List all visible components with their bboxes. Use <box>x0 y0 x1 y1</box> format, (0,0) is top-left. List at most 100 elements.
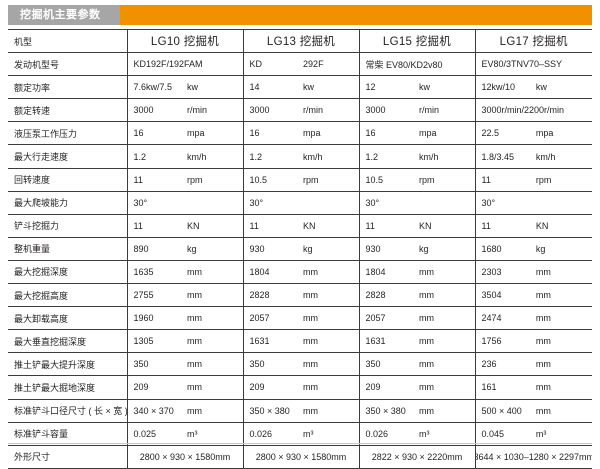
spec-cell-lg13: 0.026 m³ <box>243 422 360 446</box>
spec-value: 3504 <box>481 290 502 301</box>
spec-row-label: 发动机型号 <box>8 52 128 77</box>
table-row: 最大卸载高度 1960 mm 2057 mm 2057 mm 2474 mm <box>8 306 592 331</box>
spec-unit: mpa <box>419 128 437 139</box>
spec-value: 2755 <box>133 290 154 301</box>
spec-cell-lg15: 10.5 rpm <box>359 168 476 192</box>
spec-value: 11 <box>249 220 259 231</box>
spec-value: 12kw/10 <box>481 82 516 93</box>
spec-value: 1804 <box>249 266 270 277</box>
spec-value: 236 <box>481 359 497 370</box>
spec-unit: mm <box>303 336 319 347</box>
spec-unit: kg <box>303 243 313 254</box>
spec-cell-lg15: 209 mm <box>359 375 476 400</box>
spec-cell-lg10: 0.025 m³ <box>127 422 244 446</box>
spec-unit: m³ <box>187 428 198 439</box>
spec-value: 350 <box>365 359 381 370</box>
spec-row-label: 额定转速 <box>8 98 128 123</box>
table-row: 标准铲斗容量 0.025 m³ 0.026 m³ 0.026 m³ 0.045 m³ <box>8 422 592 446</box>
table-row: 发动机型号 KD192F/192FAM KD 292F 常柴 EV80/KD2v80 EV… <box>8 52 592 77</box>
spec-value: 2828 <box>365 290 386 301</box>
spec-cell-lg15: 1.2 km/h <box>359 144 476 169</box>
spec-unit: mm <box>535 382 551 393</box>
spec-value: 2057 <box>249 313 270 324</box>
spec-cell-lg13: 1.2 km/h <box>243 144 360 169</box>
spec-unit: mpa <box>303 128 321 139</box>
page-title-box: 挖掘机主要参数 <box>8 5 120 25</box>
spec-cell-lg10: 30° <box>127 191 244 215</box>
spec-cell-lg13: 16 mpa <box>243 121 360 146</box>
table-row: 外形尺寸 2800 × 930 × 1580mm 2800 × 930 × 1580… <box>8 445 592 469</box>
table-row: 最大爬坡能力 30° 30° 30° 30° <box>8 191 592 215</box>
spec-value: 209 <box>365 382 381 393</box>
spec-unit: km/h <box>303 151 323 162</box>
spec-value: 16 <box>133 128 144 139</box>
spec-cell-lg17: 22.5 mpa <box>475 121 592 146</box>
spec-value: 7.6kw/7.5 <box>133 82 173 93</box>
spec-cell-lg17: 236 mm <box>475 352 592 377</box>
spec-unit: mm <box>419 266 435 277</box>
spec-cell-lg10: 7.6kw/7.5 kw <box>127 75 244 100</box>
spec-cell-lg10: 1960 mm <box>127 306 244 331</box>
spec-value: 11 <box>481 174 491 185</box>
spec-unit: mm <box>187 336 203 347</box>
spec-sheet-page: 挖掘机主要参数 机型 LG10 挖掘机 LG13 挖掘机 LG15 挖掘机 LG17 挖… <box>8 5 592 469</box>
spec-unit: mpa <box>535 128 554 139</box>
column-header-label: 机型 <box>8 28 128 54</box>
spec-row-label: 回转速度 <box>8 168 128 192</box>
spec-cell-lg17: 1756 mm <box>475 329 592 354</box>
spec-value: 2800 × 930 × 1580mm <box>255 451 347 462</box>
table-row: 最大行走速度 1.2 km/h 1.2 km/h 1.2 km/h 1.8/3.45 km/h <box>8 144 592 169</box>
spec-cell-lg15: 16 mpa <box>359 121 476 146</box>
spec-cell-lg10: 890 kg <box>127 237 244 261</box>
spec-cell-lg17: 3644 × 1030–1280 × 2297mm <box>475 445 592 469</box>
spec-unit: mm <box>187 313 203 324</box>
spec-unit: mm <box>535 266 551 277</box>
spec-unit: KN <box>419 220 432 231</box>
spec-unit: mm <box>419 336 435 347</box>
spec-unit: kw <box>419 82 431 93</box>
bottom-divider <box>8 443 592 444</box>
spec-unit: mm <box>419 382 435 393</box>
spec-value: 11 <box>365 220 375 231</box>
spec-row-label: 标准铲斗容量 <box>8 422 128 446</box>
spec-cell-lg13: 11 KN <box>243 214 360 238</box>
spec-value: 10.5 <box>249 174 268 185</box>
spec-cell-lg13: KD 292F <box>243 52 360 77</box>
spec-cell-lg13: 14 kw <box>243 75 360 100</box>
spec-unit: rpm <box>187 174 203 185</box>
spec-cell-lg10: 1.2 km/h <box>127 144 244 169</box>
spec-value: 1305 <box>133 336 154 347</box>
spec-value: 1680 <box>481 243 502 254</box>
spec-cell-lg15: 0.026 m³ <box>359 422 476 446</box>
spec-cell-lg13: 350 × 380 mm <box>243 399 360 423</box>
spec-row-label: 外形尺寸 <box>8 445 128 469</box>
table-row: 最大挖掘高度 2755 mm 2828 mm 2828 mm 3504 mm <box>8 283 592 308</box>
spec-cell-lg15: 2057 mm <box>359 306 476 331</box>
spec-cell-lg13: 2057 mm <box>243 306 360 331</box>
table-row: 液压泵工作压力 16 mpa 16 mpa 16 mpa 22.5 mpa <box>8 121 592 146</box>
spec-cell-lg15: 11 KN <box>359 214 476 238</box>
spec-cell-lg10: 3000 r/min <box>127 98 244 123</box>
spec-unit: mm <box>187 382 203 393</box>
spec-value: 22.5 <box>481 128 500 139</box>
spec-value: 30° <box>365 197 380 208</box>
spec-value: 12 <box>365 82 376 93</box>
spec-value: 10.5 <box>365 174 384 185</box>
spec-unit: mm <box>535 336 551 347</box>
spec-cell-lg13: 2800 × 930 × 1580mm <box>243 445 360 469</box>
spec-row-label: 最大卸载高度 <box>8 306 128 331</box>
spec-cell-lg17: 2474 mm <box>475 306 592 331</box>
spec-value: 1.2 <box>365 151 379 162</box>
spec-cell-lg13: 3000 r/min <box>243 98 360 123</box>
spec-value: 350 <box>249 359 265 370</box>
table-row: 额定功率 7.6kw/7.5 kw 14 kw 12 kw 12kw/10 kw <box>8 75 592 100</box>
column-header-lg17: LG17 挖掘机 <box>475 28 592 54</box>
spec-value: KD192F/192FAM <box>133 59 203 70</box>
spec-value: 3000 <box>133 105 154 116</box>
spec-unit: mm <box>303 405 319 416</box>
spec-cell-lg10: KD192F/192FAM <box>127 52 244 77</box>
spec-value: 350 × 380 <box>249 405 290 416</box>
spec-cell-lg13: 2828 mm <box>243 283 360 308</box>
spec-value: 1804 <box>365 266 386 277</box>
spec-value: 340 × 370 <box>133 405 174 416</box>
